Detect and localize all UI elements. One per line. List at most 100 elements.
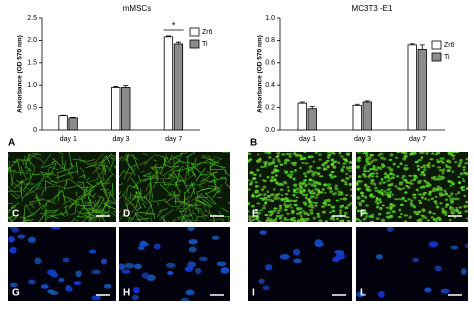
cell	[292, 199, 297, 203]
cell	[251, 211, 255, 214]
cell	[251, 193, 255, 197]
fiber	[21, 219, 29, 222]
cell	[377, 154, 381, 157]
cell	[274, 217, 278, 221]
fiber	[172, 165, 175, 182]
cell	[356, 152, 361, 154]
cell	[273, 164, 279, 168]
cell	[420, 214, 425, 217]
fiber	[87, 187, 92, 200]
fiber	[152, 166, 163, 169]
cell	[308, 168, 312, 171]
fiber	[85, 164, 97, 169]
x-tick-label: day 7	[409, 136, 426, 143]
fiber	[184, 166, 189, 180]
cell	[363, 166, 367, 170]
fiber	[211, 187, 221, 194]
cell	[381, 220, 385, 222]
error-bar	[123, 85, 129, 88]
cell	[334, 187, 339, 191]
cell	[373, 182, 377, 186]
nucleus	[262, 285, 270, 291]
nucleus	[141, 272, 150, 279]
cell	[252, 218, 256, 221]
cell	[452, 157, 455, 160]
cell	[251, 215, 256, 219]
fiber	[114, 157, 116, 162]
cell	[316, 214, 321, 218]
nucleus	[28, 236, 36, 243]
cell	[318, 219, 323, 222]
cell	[293, 189, 297, 193]
cell	[462, 179, 466, 183]
cell	[402, 187, 405, 190]
cell	[310, 154, 314, 159]
cell	[344, 183, 348, 186]
bar	[111, 87, 121, 131]
cell	[288, 152, 292, 156]
error-bar	[364, 100, 370, 102]
cell	[309, 209, 314, 212]
cell	[307, 182, 312, 186]
cell	[362, 170, 368, 173]
fiber	[87, 196, 95, 212]
fiber	[75, 204, 92, 206]
fiber	[126, 167, 136, 183]
cell	[459, 172, 463, 176]
fiber	[150, 167, 166, 177]
cell	[329, 211, 332, 214]
cell	[418, 201, 423, 205]
cell	[330, 205, 336, 209]
fiber	[133, 192, 138, 199]
y-tick-label: 0.6	[265, 60, 275, 67]
nucleus	[376, 254, 383, 260]
cell	[348, 160, 352, 164]
cell	[362, 209, 366, 213]
fiber	[132, 181, 139, 189]
fiber	[91, 193, 96, 198]
cell	[342, 162, 347, 165]
fiber	[134, 195, 144, 202]
fiber	[210, 163, 227, 169]
nucleus	[153, 243, 161, 250]
fiber	[130, 177, 139, 189]
cell	[276, 197, 281, 200]
cell	[285, 159, 291, 162]
cell	[348, 182, 352, 187]
cell	[373, 158, 378, 162]
cell	[435, 187, 440, 192]
nucleus	[335, 252, 346, 260]
fiber	[185, 152, 196, 158]
nucleus	[211, 235, 220, 240]
cell	[439, 159, 443, 163]
fiber	[199, 173, 208, 176]
fiber	[176, 165, 184, 172]
fiber	[88, 189, 95, 193]
fiber	[24, 186, 35, 194]
fiber	[208, 184, 220, 189]
fiber	[139, 211, 156, 215]
nucleus	[121, 269, 131, 274]
fiber	[71, 171, 78, 174]
fiber	[10, 202, 20, 209]
chart-title: mMSCs	[123, 4, 151, 13]
cell	[276, 152, 281, 155]
fiber	[102, 200, 109, 212]
fiber	[163, 165, 179, 176]
cell	[422, 192, 426, 196]
fiber	[105, 155, 111, 165]
fiber	[164, 157, 166, 168]
cell	[281, 153, 286, 156]
cell	[303, 156, 307, 160]
error-bar	[409, 43, 415, 45]
cell	[257, 194, 261, 197]
cell	[310, 206, 315, 209]
fiber	[95, 182, 111, 184]
cell	[447, 195, 452, 198]
cell	[451, 170, 455, 174]
bar	[407, 44, 417, 131]
nucleus	[440, 288, 450, 294]
micrograph-bg	[8, 227, 116, 301]
cell	[347, 169, 352, 173]
cell	[344, 180, 348, 184]
